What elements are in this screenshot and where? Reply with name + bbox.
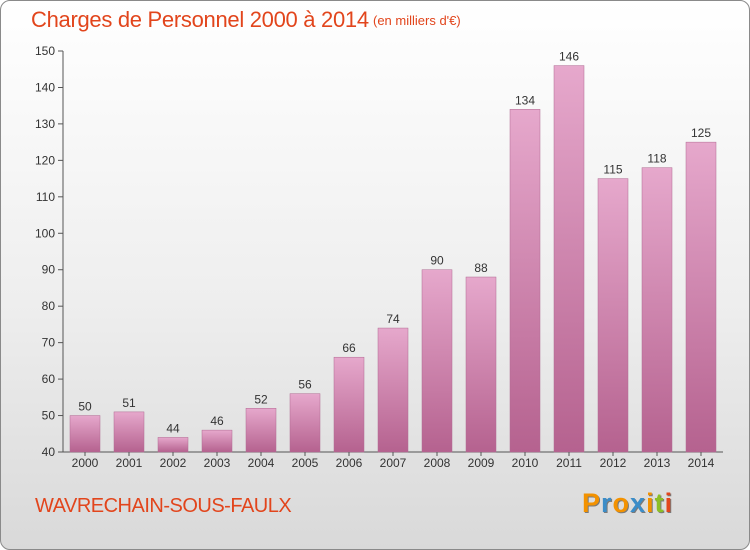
x-tick-label: 2000 [72, 456, 99, 470]
y-tick-label: 110 [36, 190, 55, 204]
bar [69, 415, 101, 453]
y-tick-label: 60 [42, 372, 56, 386]
x-tick-label: 2004 [248, 456, 275, 470]
x-tick-label: 2009 [468, 456, 495, 470]
x-tick-label: 2006 [336, 456, 363, 470]
bar [245, 408, 277, 453]
bar-value-label: 90 [430, 254, 444, 268]
bar-value-label: 118 [647, 152, 666, 166]
bar-value-label: 146 [559, 50, 579, 64]
bar [421, 269, 453, 453]
logo-letter: t [654, 488, 665, 518]
bar [113, 411, 145, 453]
bar-value-label: 50 [78, 400, 92, 414]
bar [157, 437, 189, 453]
x-tick-label: 2003 [204, 456, 231, 470]
y-tick-label: 130 [35, 117, 55, 131]
bar [685, 141, 717, 453]
logo-letter: o [612, 488, 631, 518]
bar-value-label: 44 [166, 421, 180, 435]
bar-value-label: 125 [691, 126, 711, 140]
x-tick-label: 2007 [380, 456, 407, 470]
chart-title: Charges de Personnel 2000 à 2014 [31, 7, 369, 32]
x-tick-label: 2005 [292, 456, 319, 470]
x-tick-label: 2013 [644, 456, 671, 470]
bar [641, 167, 673, 453]
y-tick-label: 80 [42, 299, 56, 313]
y-tick-label: 120 [35, 153, 55, 167]
x-tick-label: 2010 [512, 456, 539, 470]
bar-value-label: 46 [210, 414, 224, 428]
logo-letter: P [582, 488, 602, 518]
bar-value-label: 51 [122, 396, 136, 410]
bar [465, 276, 497, 453]
y-tick-label: 40 [42, 445, 56, 459]
y-tick-label: 90 [42, 263, 56, 277]
bar [333, 356, 365, 453]
y-tick-label: 150 [35, 44, 55, 58]
bar-value-label: 66 [342, 341, 356, 355]
logo-letter: i [664, 488, 674, 518]
bar [201, 429, 233, 453]
commune-name: WAVRECHAIN-SOUS-FAULX [35, 495, 292, 517]
x-tick-label: 2002 [160, 456, 187, 470]
logo-letter: i [646, 488, 655, 518]
bar [509, 109, 541, 453]
x-tick-label: 2001 [116, 456, 143, 470]
x-tick-label: 2011 [556, 456, 582, 470]
chart-subtitle: (en milliers d'€) [373, 13, 461, 28]
bar-value-label: 115 [603, 163, 622, 177]
bar [553, 65, 585, 453]
proxiti-logo[interactable]: Proxiti [582, 488, 673, 519]
y-tick-label: 70 [42, 336, 56, 350]
x-tick-label: 2012 [600, 456, 627, 470]
bar-value-label: 56 [298, 378, 312, 392]
bar-value-label: 74 [386, 312, 400, 326]
bar [377, 327, 409, 453]
bar [289, 393, 321, 453]
y-tick-label: 100 [35, 226, 55, 240]
y-tick-label: 50 [42, 409, 56, 423]
y-tick-label: 140 [35, 80, 55, 94]
x-tick-label: 2008 [424, 456, 451, 470]
logo-letter: x [630, 488, 647, 518]
logo-letter: r [601, 488, 613, 518]
bar-value-label: 88 [474, 261, 488, 275]
bar-value-label: 52 [254, 392, 268, 406]
bar [597, 178, 629, 453]
bar-value-label: 134 [515, 93, 535, 107]
x-tick-label: 2014 [688, 456, 715, 470]
